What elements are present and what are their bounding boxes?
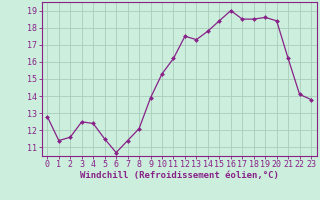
X-axis label: Windchill (Refroidissement éolien,°C): Windchill (Refroidissement éolien,°C) (80, 171, 279, 180)
